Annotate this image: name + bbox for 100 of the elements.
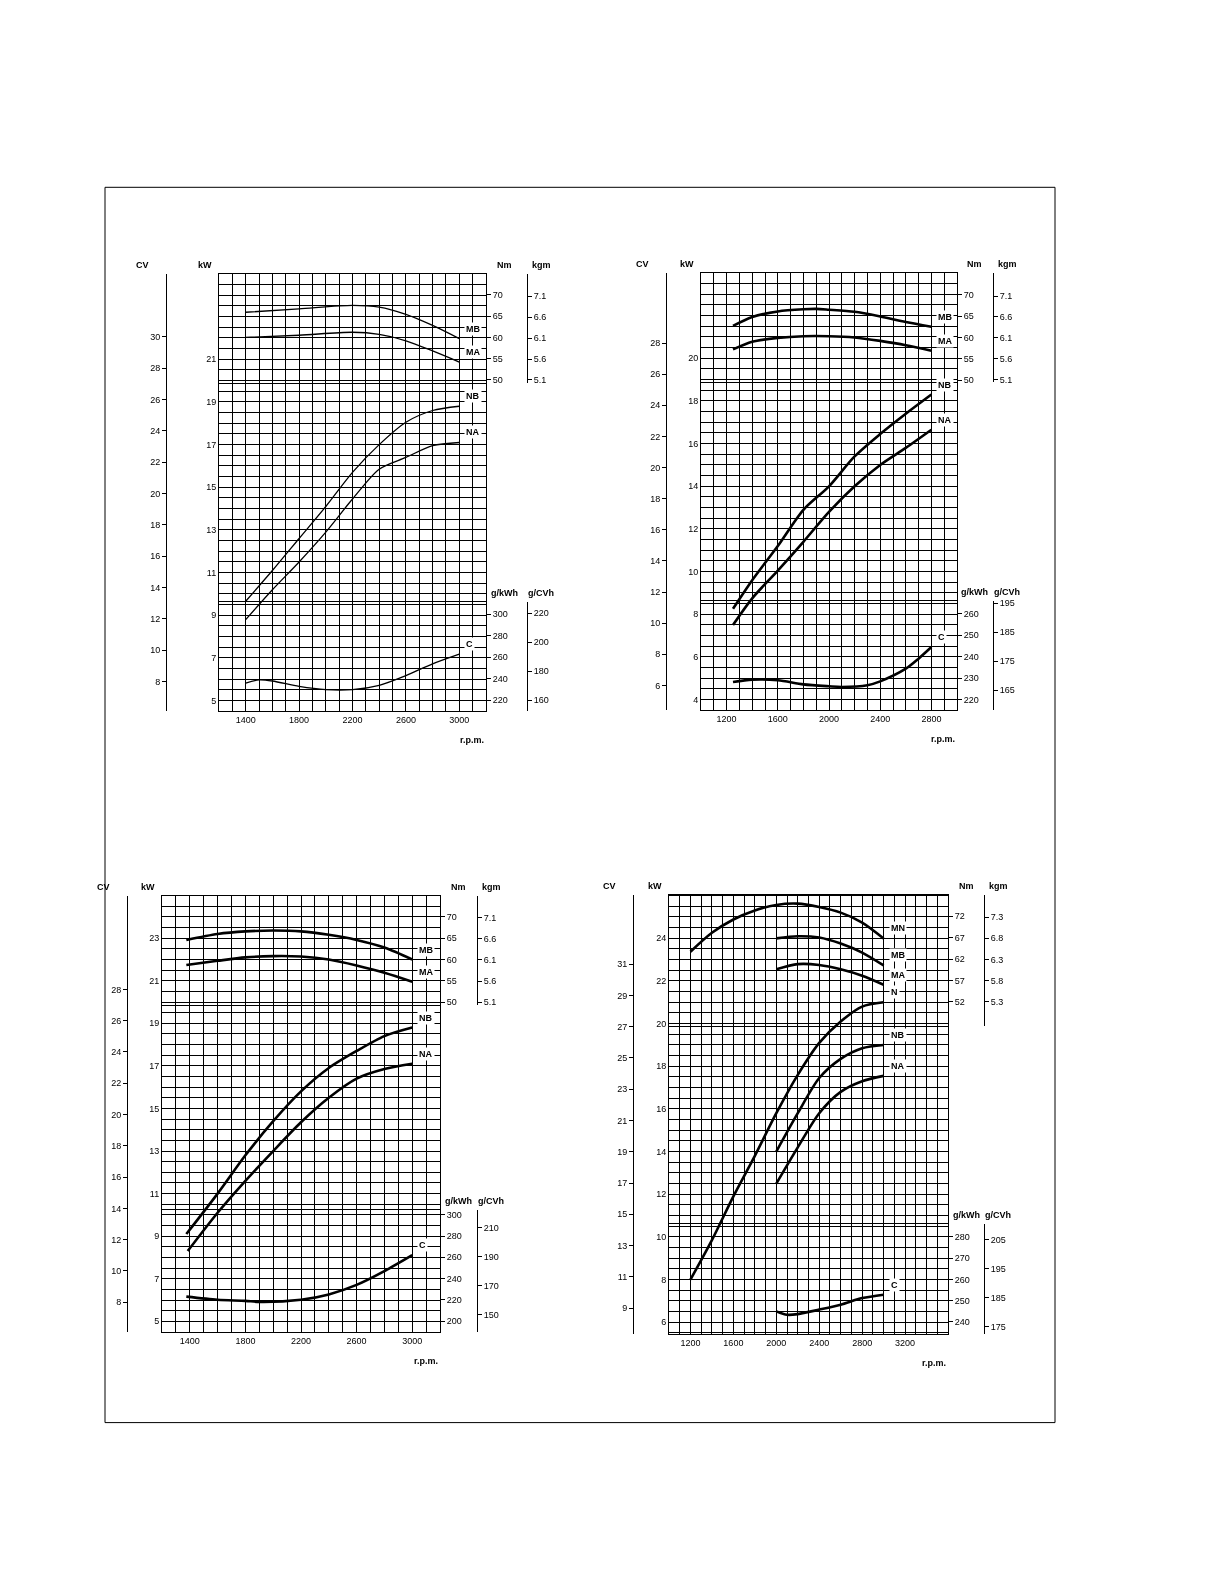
y-tick-label: 200 xyxy=(446,1316,462,1327)
y-tick-label: 17 xyxy=(149,1061,160,1072)
y-tick-label: 260 xyxy=(492,652,508,663)
series-label: NB xyxy=(419,1013,433,1023)
y2-tick-label: 5.1 xyxy=(999,374,1013,385)
y2-tick-label: 23 xyxy=(617,1084,628,1095)
y2-tick-label: 6.6 xyxy=(483,933,497,944)
y-tick-label: 19 xyxy=(149,1018,160,1029)
x-tick-label: 1800 xyxy=(235,1335,256,1346)
y2-tick-label: 7.1 xyxy=(533,291,547,302)
series-label: NB xyxy=(938,380,952,390)
y-tick-label: 65 xyxy=(446,933,457,944)
x-tick-label: 1400 xyxy=(179,1335,200,1346)
y2-tick-label: 5.6 xyxy=(999,354,1013,364)
y-tick-label: 240 xyxy=(963,651,979,662)
y2-tick-label: 9 xyxy=(622,1303,628,1314)
y-tick-label: 6 xyxy=(693,652,699,663)
y2-tick-label: 7.3 xyxy=(990,912,1004,923)
y2-axis-title: kgm xyxy=(989,881,1008,891)
y-tick-label: 72 xyxy=(954,911,965,922)
y-tick-label: 4 xyxy=(693,694,699,705)
y-tick-label: 300 xyxy=(446,1210,462,1221)
y2-tick-label: 28 xyxy=(150,363,161,374)
y-tick-label: 8 xyxy=(661,1274,667,1285)
x-axis-title: r.p.m. xyxy=(460,735,485,745)
y-tick-label: 5 xyxy=(211,695,217,706)
series-label: NB xyxy=(891,1030,905,1040)
y2-tick-label: 5.3 xyxy=(990,996,1004,1007)
y2-tick-label: 26 xyxy=(650,369,661,380)
series-label: MA xyxy=(419,967,434,977)
x-tick-label: 3000 xyxy=(449,715,470,726)
y-tick-label: 62 xyxy=(954,954,965,965)
y2-tick-label: 21 xyxy=(617,1115,628,1126)
y-tick-label: 60 xyxy=(446,954,457,965)
y-tick-label: 18 xyxy=(688,396,699,407)
y-axis-title: Nm xyxy=(967,259,982,269)
series-label: NA xyxy=(891,1061,905,1071)
y-tick-label: 18 xyxy=(656,1061,667,1072)
y2-tick-label: 190 xyxy=(483,1251,499,1262)
y2-tick-label: 30 xyxy=(150,331,161,342)
series-label: C xyxy=(891,1280,898,1290)
y-tick-label: 240 xyxy=(492,673,508,684)
y-tick-label: 220 xyxy=(963,694,979,705)
x-tick-label: 2400 xyxy=(870,714,891,725)
y2-tick-label: 12 xyxy=(111,1234,122,1245)
y2-tick-label: 220 xyxy=(533,608,549,619)
y-tick-label: 20 xyxy=(688,353,699,364)
y-axis-title: kW xyxy=(141,882,156,892)
y2-tick-label: 185 xyxy=(999,627,1015,638)
x-tick-label: 1600 xyxy=(767,714,788,725)
y-axis-title: g/kWh xyxy=(445,1196,472,1206)
y-tick-label: 7 xyxy=(211,653,217,664)
y2-tick-label: 5.6 xyxy=(533,354,547,365)
y-axis-title: kW xyxy=(680,259,695,269)
y2-tick-label: 27 xyxy=(617,1021,628,1032)
series-label: MB xyxy=(419,945,434,955)
y-axis-title: Nm xyxy=(451,882,466,892)
y-tick-label: 12 xyxy=(688,524,699,535)
y2-tick-label: 14 xyxy=(111,1203,122,1214)
x-tick-label: 2600 xyxy=(346,1335,367,1346)
y-tick-label: 260 xyxy=(446,1252,462,1263)
y-tick-label: 300 xyxy=(492,609,508,620)
y-tick-label: 70 xyxy=(963,289,974,300)
y2-axis-title: CV xyxy=(136,260,149,270)
y2-tick-label: 5.1 xyxy=(533,375,547,386)
y-tick-label: 21 xyxy=(149,975,160,986)
y-axis-title: kW xyxy=(648,881,663,891)
y2-tick-label: 5.1 xyxy=(483,997,497,1008)
y-axis-title: Nm xyxy=(497,260,512,270)
y-tick-label: 50 xyxy=(963,375,974,386)
y-tick-label: 270 xyxy=(954,1253,970,1264)
x-tick-label: 1200 xyxy=(680,1337,701,1348)
y-tick-label: 70 xyxy=(446,912,457,923)
y2-tick-label: 20 xyxy=(111,1109,122,1120)
y2-tick-label: 18 xyxy=(111,1140,122,1151)
x-tick-label: 2000 xyxy=(818,714,840,725)
y-axis-title: Nm xyxy=(959,881,974,891)
y2-tick-label: 175 xyxy=(999,656,1015,667)
y-tick-label: 10 xyxy=(656,1232,667,1243)
y2-tick-label: 11 xyxy=(617,1272,628,1283)
y2-tick-label: 31 xyxy=(617,959,628,970)
y-tick-label: 24 xyxy=(656,933,667,944)
x-axis-title: r.p.m. xyxy=(414,1356,439,1366)
y2-tick-label: 7.1 xyxy=(483,912,497,923)
y-axis-title: g/kWh xyxy=(961,587,988,597)
y-tick-label: 230 xyxy=(963,673,979,684)
series-label: N xyxy=(891,987,898,997)
y-tick-label: 20 xyxy=(656,1018,667,1029)
y2-tick-label: 7.1 xyxy=(999,291,1013,302)
y-tick-label: 52 xyxy=(954,997,965,1008)
y2-tick-label: 6.1 xyxy=(533,333,547,344)
y-tick-label: 14 xyxy=(656,1146,667,1157)
x-axis-title: r.p.m. xyxy=(922,1358,947,1368)
y-tick-label: 14 xyxy=(688,481,699,492)
y-tick-label: 13 xyxy=(206,525,217,536)
y2-tick-label: 170 xyxy=(483,1280,499,1291)
y2-tick-label: 25 xyxy=(617,1053,628,1064)
y2-tick-label: 175 xyxy=(990,1321,1006,1332)
y-axis-title: kW xyxy=(198,260,213,270)
y-tick-label: 21 xyxy=(206,354,217,365)
